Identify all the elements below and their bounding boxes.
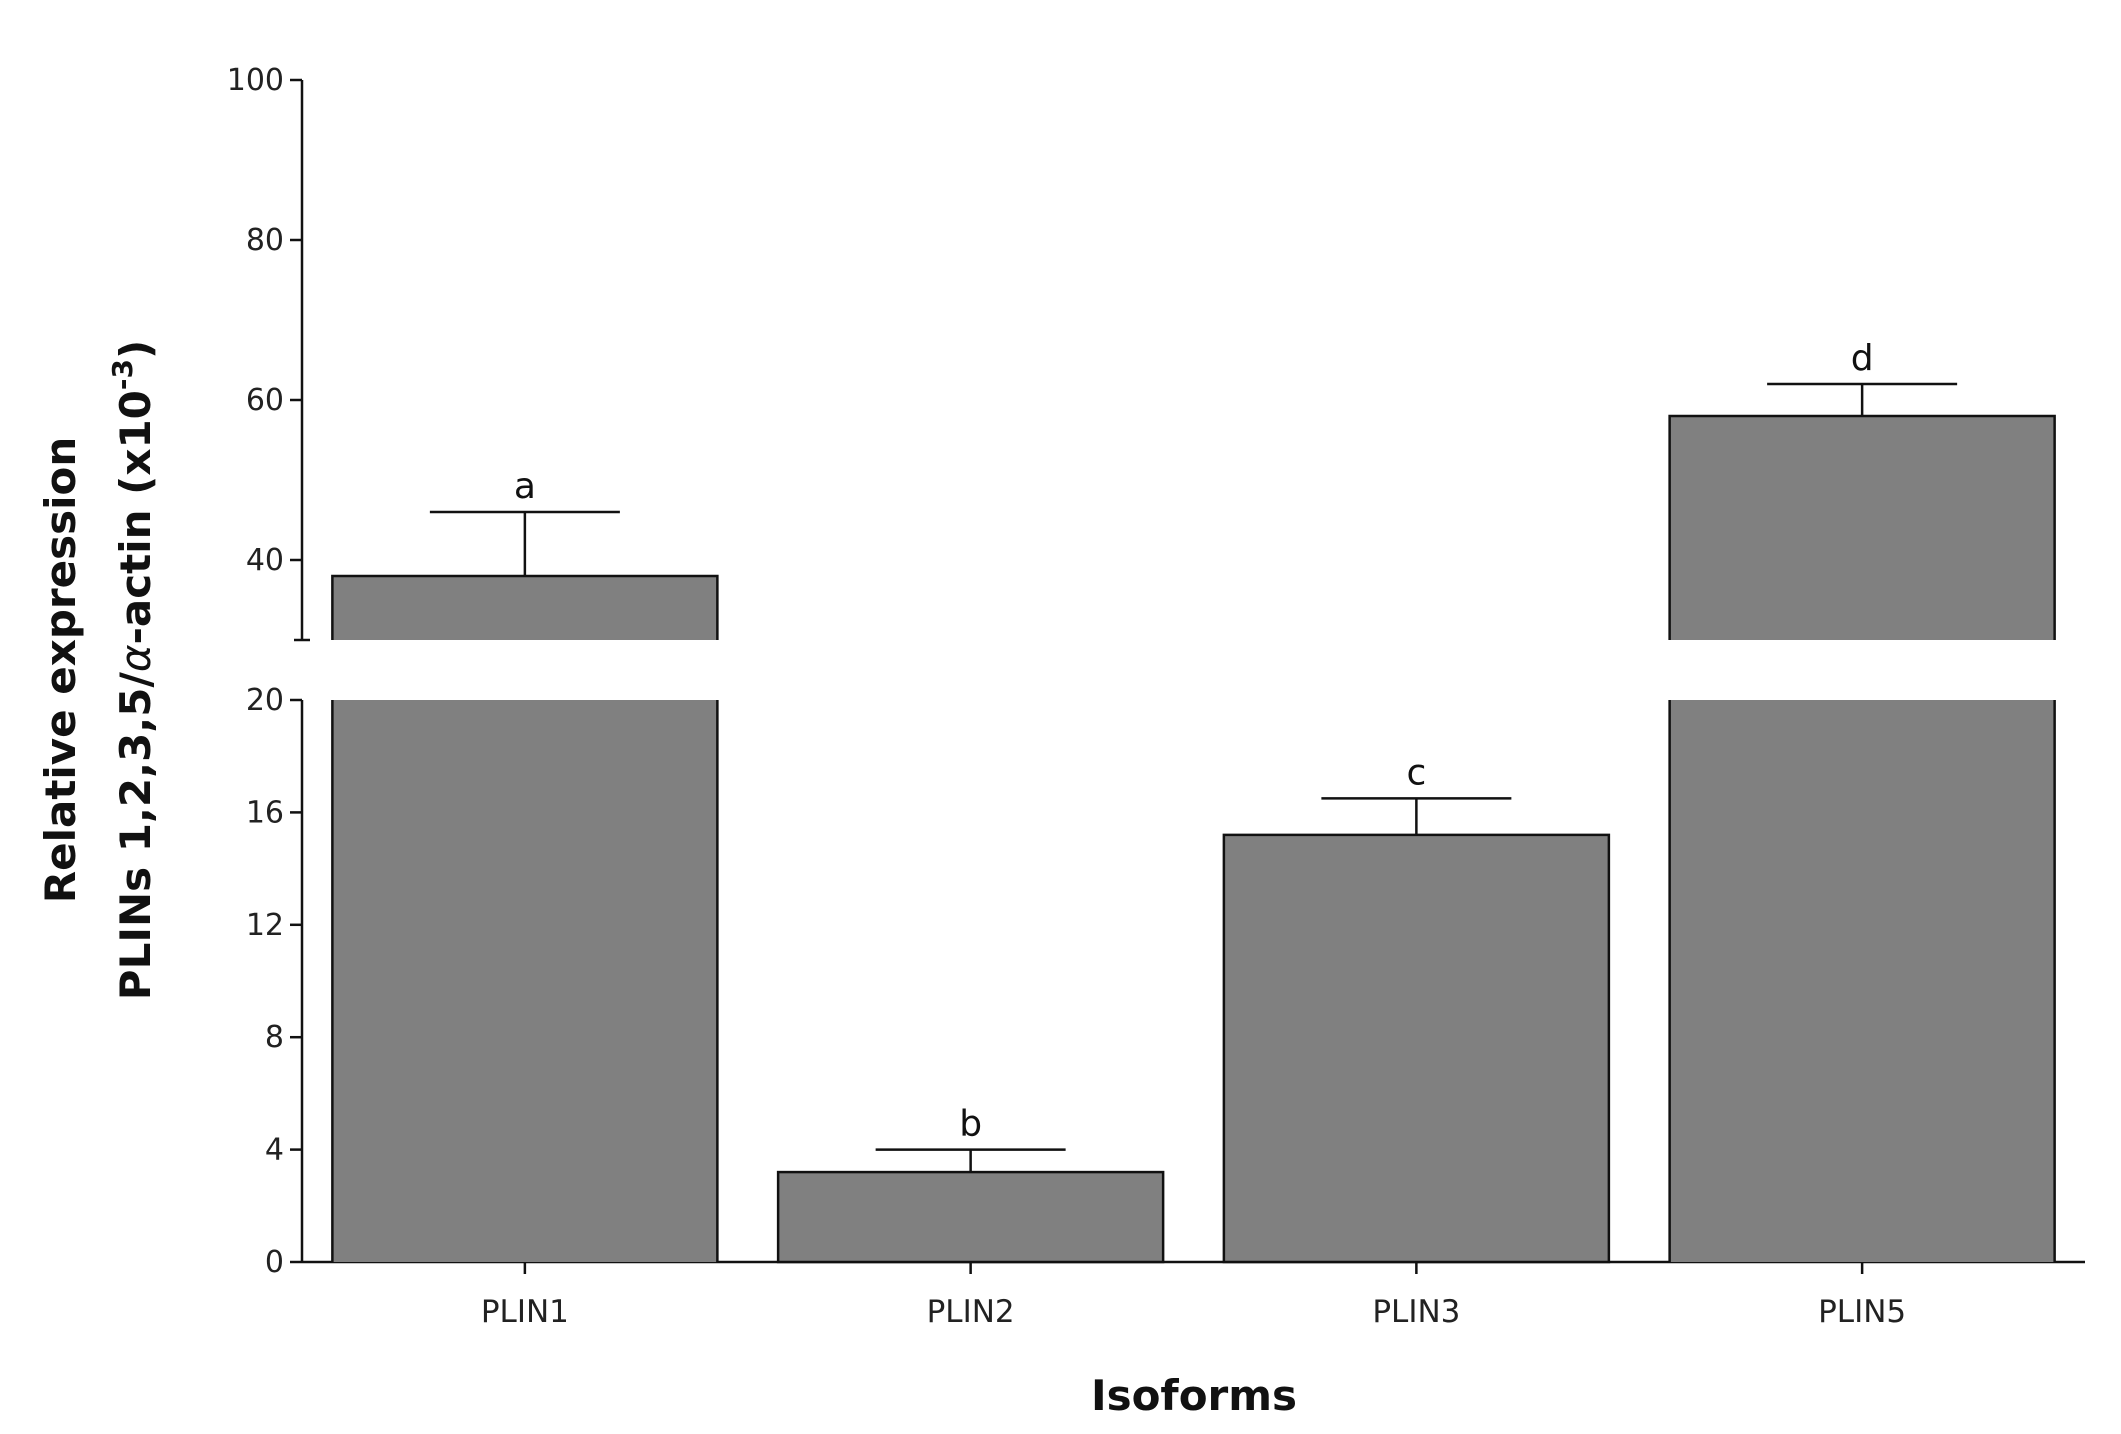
y-axis-title-suffix: )	[111, 340, 160, 359]
y-axis-title-prefix: PLINs 1,2,3,5/	[111, 672, 160, 1001]
tick-labels: 0 4 8 12 16 20 40 60 80 100 PLIN1 PLIN2 PLIN3 PLIN5	[227, 63, 1906, 1330]
y-tick-label-lower: 12	[246, 908, 284, 943]
bar-PLIN5-lower	[1669, 700, 2055, 1262]
significance-label-PLIN3: c	[1406, 752, 1426, 793]
significance-label-PLIN5: d	[1851, 338, 1874, 379]
bar-PLIN2	[776, 1170, 1165, 1264]
bar-PLIN5-upper	[1669, 416, 2055, 640]
x-tick-label-PLIN5: PLIN5	[1818, 1294, 1906, 1330]
significance-labels: a b c d	[514, 338, 1874, 1145]
significance-label-PLIN1: a	[514, 466, 536, 507]
y-axis-title-line1: Relative expression	[36, 437, 85, 904]
y-tick-label-lower: 20	[246, 683, 284, 718]
y-axis-title-2: PLINs 1,2,3,5/α-actin (x10-3)	[106, 340, 160, 1000]
y-tick-label-upper: 60	[246, 383, 284, 418]
y-axis-title-line2: PLINs 1,2,3,5/α-actin (x10-3)	[106, 340, 160, 1000]
y-tick-label-upper: 80	[246, 223, 284, 258]
y-tick-label-upper: 100	[227, 63, 284, 98]
y-tick-label-lower: 4	[265, 1133, 284, 1168]
y-tick-label-lower: 0	[265, 1245, 284, 1280]
bar-PLIN3	[1222, 833, 1611, 1264]
y-axis-title-alpha: α	[111, 644, 160, 672]
y-tick-label-lower: 8	[265, 1020, 284, 1055]
y-axis-title-sup: -3	[106, 359, 139, 390]
y-axis-title-mid: -actin (x10	[111, 390, 160, 644]
x-tick-label-PLIN3: PLIN3	[1372, 1294, 1460, 1330]
x-tick-label-PLIN1: PLIN1	[481, 1294, 569, 1330]
bars	[331, 414, 2056, 1264]
bar-PLIN1-lower	[332, 700, 718, 1262]
y-axis-title: Relative expression	[36, 437, 85, 904]
x-axis-title: Isoforms	[1091, 1371, 1297, 1420]
significance-label-PLIN2: b	[959, 1104, 982, 1145]
y-tick-label-upper: 40	[246, 543, 284, 578]
x-tick-label-PLIN2: PLIN2	[927, 1294, 1015, 1330]
bar-PLIN1-upper	[332, 576, 718, 640]
error-bars	[429, 382, 1958, 1173]
y-tick-label-lower: 16	[246, 795, 284, 830]
